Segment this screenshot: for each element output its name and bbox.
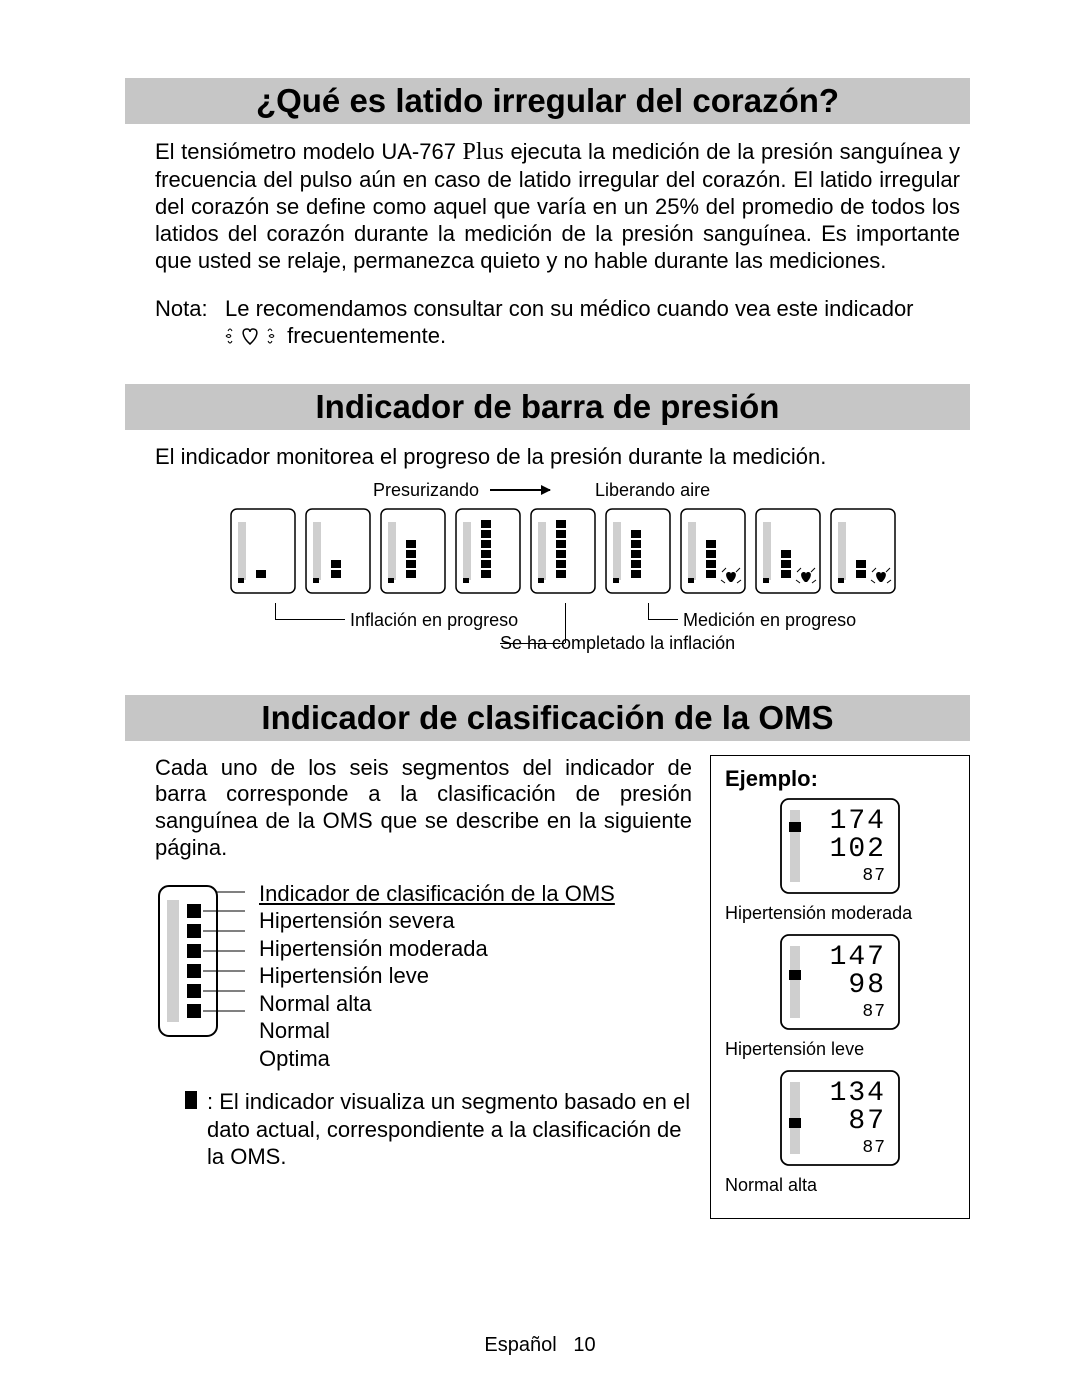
screens-row [195, 508, 930, 599]
svg-text:87: 87 [862, 1138, 886, 1158]
note-row: Nota: Le recomendamos consultar con su m… [155, 295, 960, 354]
note-line1: Le recomendamos consultar con su médico … [225, 296, 914, 321]
progress-screen [530, 508, 596, 599]
oms-list: Indicador de clasificación de la OMS Hip… [259, 880, 615, 1073]
arrow-icon [490, 489, 550, 491]
svg-text:174: 174 [830, 806, 886, 837]
svg-text:87: 87 [848, 1106, 886, 1137]
footer-lang: Español [484, 1334, 556, 1356]
label-pressurizing: Presurizando [373, 480, 479, 501]
connector-line [275, 619, 345, 620]
oms-list-title: Indicador de clasificación de la OMS [259, 880, 615, 908]
connector-line [275, 603, 276, 619]
top-labels: Presurizando Liberando aire [195, 480, 930, 502]
label-inflation: Inflación en progreso [350, 610, 518, 631]
oms-level: Optima [259, 1045, 615, 1073]
progress-screen [305, 508, 371, 599]
oms-wrap: Cada uno de los seis segmentos del indic… [125, 755, 970, 1219]
oms-level: Hipertensión moderada [259, 935, 615, 963]
connector-line [648, 603, 649, 619]
oms-level: Hipertensión leve [259, 962, 615, 990]
connector-line [648, 619, 678, 620]
page: ¿Qué es latido irregular del corazón? El… [0, 0, 1080, 1397]
para-irregular: El tensiómetro modelo UA-767 Plus ejecut… [155, 138, 960, 275]
svg-text:102: 102 [830, 834, 886, 865]
progress-screen [755, 508, 821, 599]
heading-pressure-bar: Indicador de barra de presión [125, 384, 970, 430]
plus-word: Plus [463, 139, 504, 165]
bottom-labels: Inflación en progreso Se ha completado l… [195, 605, 930, 665]
progress-screen [830, 508, 896, 599]
note-label: Nota: [155, 295, 225, 354]
example-caption: Hipertensión moderada [725, 903, 955, 924]
page-footer: Español 10 [0, 1334, 1080, 1357]
progress-screen [605, 508, 671, 599]
oms-level: Normal alta [259, 990, 615, 1018]
svg-text:98: 98 [848, 970, 886, 1001]
heading-oms: Indicador de clasificación de la OMS [125, 695, 970, 741]
note-line2: frecuentemente. [281, 323, 446, 348]
footer-page: 10 [573, 1334, 595, 1356]
progress-screen [455, 508, 521, 599]
svg-text:87: 87 [862, 1002, 886, 1022]
pressure-intro: El indicador monitorea el progreso de la… [155, 444, 960, 470]
example-reading: 1348787Normal alta [725, 1070, 955, 1196]
oms-para: Cada uno de los seis segmentos del indic… [155, 755, 692, 862]
svg-text:87: 87 [862, 866, 886, 886]
example-caption: Normal alta [725, 1175, 955, 1196]
progress-screen [230, 508, 296, 599]
svg-text:147: 147 [830, 942, 886, 973]
progress-screen [380, 508, 446, 599]
oms-level: Hipertensión severa [259, 907, 615, 935]
note-body: Le recomendamos consultar con su médico … [225, 295, 960, 354]
label-releasing: Liberando aire [595, 480, 710, 501]
oms-indicator-icon [155, 880, 245, 1065]
legend: : El indicador visualiza un segmento bas… [185, 1088, 692, 1171]
progress-screen [680, 508, 746, 599]
segment-icon [185, 1091, 197, 1109]
example-caption: Hipertensión leve [725, 1039, 955, 1060]
body-pre: El tensiómetro modelo UA-767 [155, 139, 463, 164]
legend-text: : El indicador visualiza un segmento bas… [207, 1088, 692, 1171]
oms-level: Normal [259, 1017, 615, 1045]
label-measuring: Medición en progreso [683, 610, 856, 631]
label-complete: Se ha completado la inflación [500, 633, 735, 654]
example-reading: 1479887 Hipertensión leve [725, 934, 955, 1060]
example-box: Ejemplo: 17410287Hipertensión moderada14… [710, 755, 970, 1219]
oms-left: Cada uno de los seis segmentos del indic… [125, 755, 710, 1219]
example-title: Ejemplo: [725, 766, 955, 792]
example-reading: 17410287 Hipertensión moderada [725, 798, 955, 924]
heartbeat-icon [225, 325, 275, 354]
heading-irregular: ¿Qué es latido irregular del corazón? [125, 78, 970, 124]
svg-text:134: 134 [830, 1078, 886, 1109]
